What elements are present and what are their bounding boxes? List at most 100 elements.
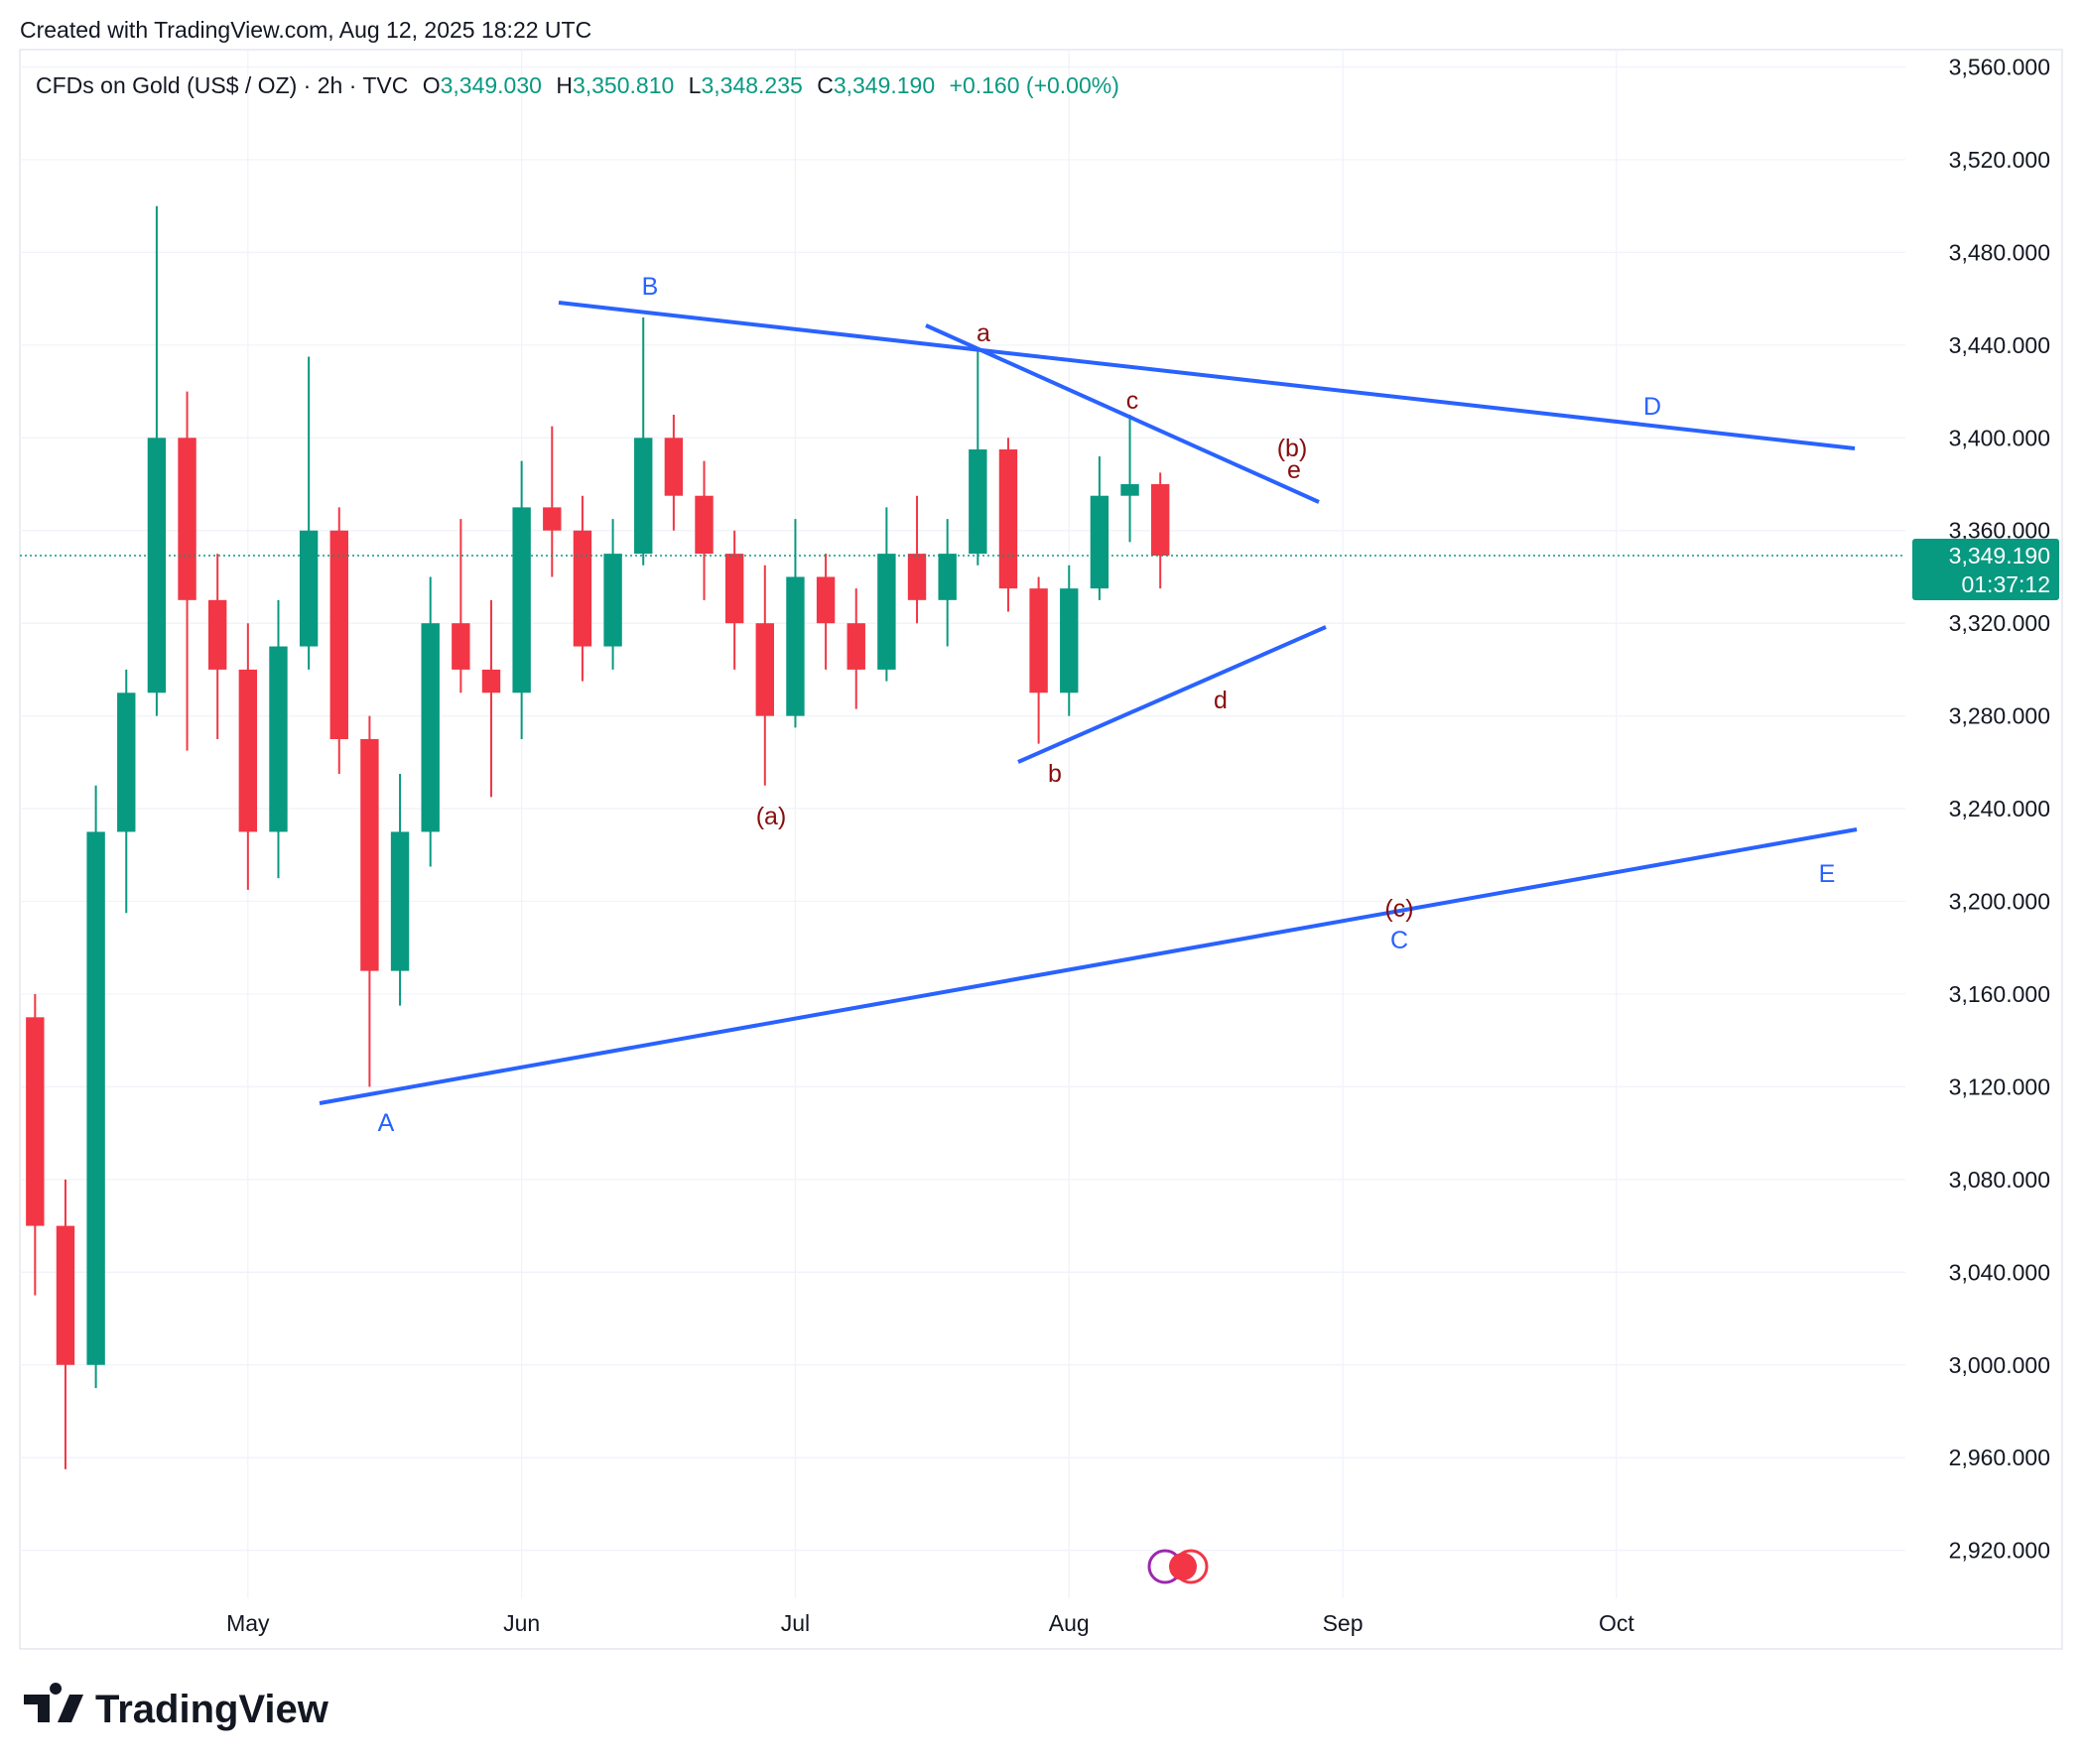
candle-body — [117, 693, 136, 832]
candle-body — [543, 507, 562, 531]
price-tag — [1912, 538, 2059, 600]
y-tick-label: 3,040.000 — [1949, 1259, 2050, 1285]
candle-body — [786, 576, 805, 716]
candle-body — [634, 438, 653, 555]
y-tick-label: 3,080.000 — [1949, 1167, 2050, 1193]
candle-body — [573, 530, 592, 647]
y-tick-label: 3,160.000 — [1949, 981, 2050, 1007]
ohlc-value: 3,348.235 — [701, 72, 802, 98]
ohlc-key: H — [556, 72, 573, 98]
icon — [1169, 1553, 1197, 1580]
wave-label: b — [1048, 760, 1062, 788]
candle-body — [969, 448, 987, 555]
price-tag-value: 3,349.190 — [1949, 543, 2050, 568]
y-tick-label: 3,120.000 — [1949, 1073, 2050, 1099]
chart-frame — [19, 49, 2063, 1650]
ohlc-key: O — [423, 72, 441, 98]
wave-labels: B a c (b) e D d b (a) (c) C E A — [378, 273, 1836, 1137]
candle-body — [998, 448, 1018, 589]
wave-label: C — [1390, 927, 1408, 954]
candle-body — [877, 554, 896, 670]
y-tick-label: 3,280.000 — [1949, 703, 2050, 729]
x-tick-label: Jun — [503, 1610, 540, 1636]
countdown: 01:37:12 — [1961, 571, 2050, 597]
candle-body — [299, 530, 319, 647]
ohlc-value: 3,349.190 — [834, 72, 935, 98]
ohlc-value: 3,349.030 — [441, 72, 542, 98]
candle-body — [360, 738, 379, 971]
candle-body — [238, 669, 258, 832]
candle-body — [452, 623, 470, 670]
grid — [20, 50, 1905, 1598]
ohlc-key: C — [817, 72, 834, 98]
event-icons — [1147, 1549, 1209, 1584]
candle-body — [847, 623, 865, 670]
candle-body — [664, 438, 684, 496]
brand: TradingView — [24, 1683, 329, 1731]
wave-label: d — [1214, 687, 1228, 714]
trendlines — [319, 301, 1858, 1105]
candle-body — [390, 831, 410, 971]
wave-label: (b) — [1277, 435, 1308, 462]
candle-body — [755, 623, 774, 716]
trendline — [558, 301, 1856, 450]
brand-logo — [24, 1683, 83, 1722]
x-tick-label: Oct — [1599, 1610, 1634, 1636]
trendline — [319, 827, 1858, 1105]
y-tick-label: 3,200.000 — [1949, 889, 2050, 915]
candle-body — [329, 530, 348, 739]
y-tick-label: 2,960.000 — [1949, 1445, 2050, 1470]
candle-body — [1151, 484, 1170, 556]
candle-body — [178, 438, 196, 600]
candle-body — [695, 495, 714, 555]
candle-body — [938, 554, 957, 600]
wave-label: (c) — [1384, 895, 1413, 923]
candle-body — [1060, 588, 1079, 693]
wave-label: c — [1126, 387, 1139, 415]
chart-header: CFDs on Gold (US$ / OZ) · 2h · TVC O3,34… — [36, 72, 1119, 98]
x-tick-label: Aug — [1049, 1610, 1090, 1636]
candle-body — [26, 1017, 45, 1226]
trendline — [1017, 625, 1327, 764]
candle-body — [603, 554, 622, 647]
chart-title: CFDs on Gold (US$ / OZ) · 2h · TVC — [36, 72, 408, 98]
candle-body — [86, 831, 105, 1365]
candle-body — [907, 554, 927, 600]
candle-body — [816, 576, 836, 624]
y-tick-label: 3,400.000 — [1949, 425, 2050, 450]
x-tick-label: Sep — [1323, 1610, 1364, 1636]
y-tick-label: 3,520.000 — [1949, 147, 2050, 173]
y-tick-label: 3,440.000 — [1949, 332, 2050, 358]
y-tick-label: 2,920.000 — [1949, 1538, 2050, 1564]
wave-label: E — [1819, 860, 1836, 888]
brand-name: TradingView — [95, 1688, 329, 1731]
candle-body — [724, 554, 744, 624]
wave-label: e — [1287, 456, 1301, 484]
wave-label: (a) — [756, 803, 787, 830]
y-tick-label: 3,480.000 — [1949, 239, 2050, 265]
candle-body — [512, 507, 531, 693]
candle-body — [1090, 495, 1109, 589]
ohlc-key: L — [689, 72, 702, 98]
caption: Created with TradingView.com, Aug 12, 20… — [20, 17, 591, 43]
candle-body — [147, 438, 167, 693]
candle-body — [208, 599, 227, 670]
y-tick-label: 3,240.000 — [1949, 796, 2050, 821]
y-tick-label: 3,560.000 — [1949, 55, 2050, 80]
wave-label: A — [378, 1109, 395, 1137]
candle-body — [1120, 484, 1139, 496]
wave-label: D — [1643, 393, 1661, 421]
ohlc-value: 3,350.810 — [573, 72, 674, 98]
candles — [26, 205, 1170, 1469]
candle-body — [481, 669, 501, 693]
x-tick-label: Jul — [781, 1610, 810, 1636]
candle-body — [269, 646, 288, 832]
y-tick-label: 3,000.000 — [1949, 1352, 2050, 1378]
change: +0.160 (+0.00%) — [950, 72, 1119, 98]
wave-label: a — [977, 319, 990, 347]
candle-body — [421, 623, 440, 832]
candle-body — [1029, 588, 1048, 693]
candle-body — [56, 1225, 75, 1365]
trendline — [925, 323, 1320, 504]
